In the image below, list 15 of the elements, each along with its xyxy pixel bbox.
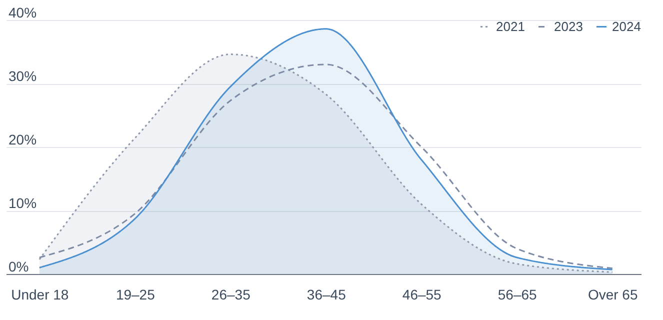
x-tick-label: 26–35 — [211, 286, 251, 302]
x-tick-label: 36–45 — [306, 286, 346, 302]
legend-label: 2024 — [612, 18, 641, 34]
x-tick-label: Under 18 — [11, 286, 69, 302]
x-tick-label: 19–25 — [116, 286, 156, 302]
legend-label: 2023 — [554, 18, 583, 34]
x-tick-label: Over 65 — [588, 286, 638, 302]
y-tick-label: 10% — [8, 195, 37, 211]
y-tick-label: 0% — [8, 258, 29, 274]
legend-label: 2021 — [496, 18, 525, 34]
x-tick-label: 46–55 — [402, 286, 442, 302]
y-tick-label: 30% — [8, 68, 37, 84]
x-tick-label: 56–65 — [498, 286, 538, 302]
y-tick-label: 40% — [8, 4, 37, 20]
y-tick-label: 20% — [8, 132, 37, 148]
